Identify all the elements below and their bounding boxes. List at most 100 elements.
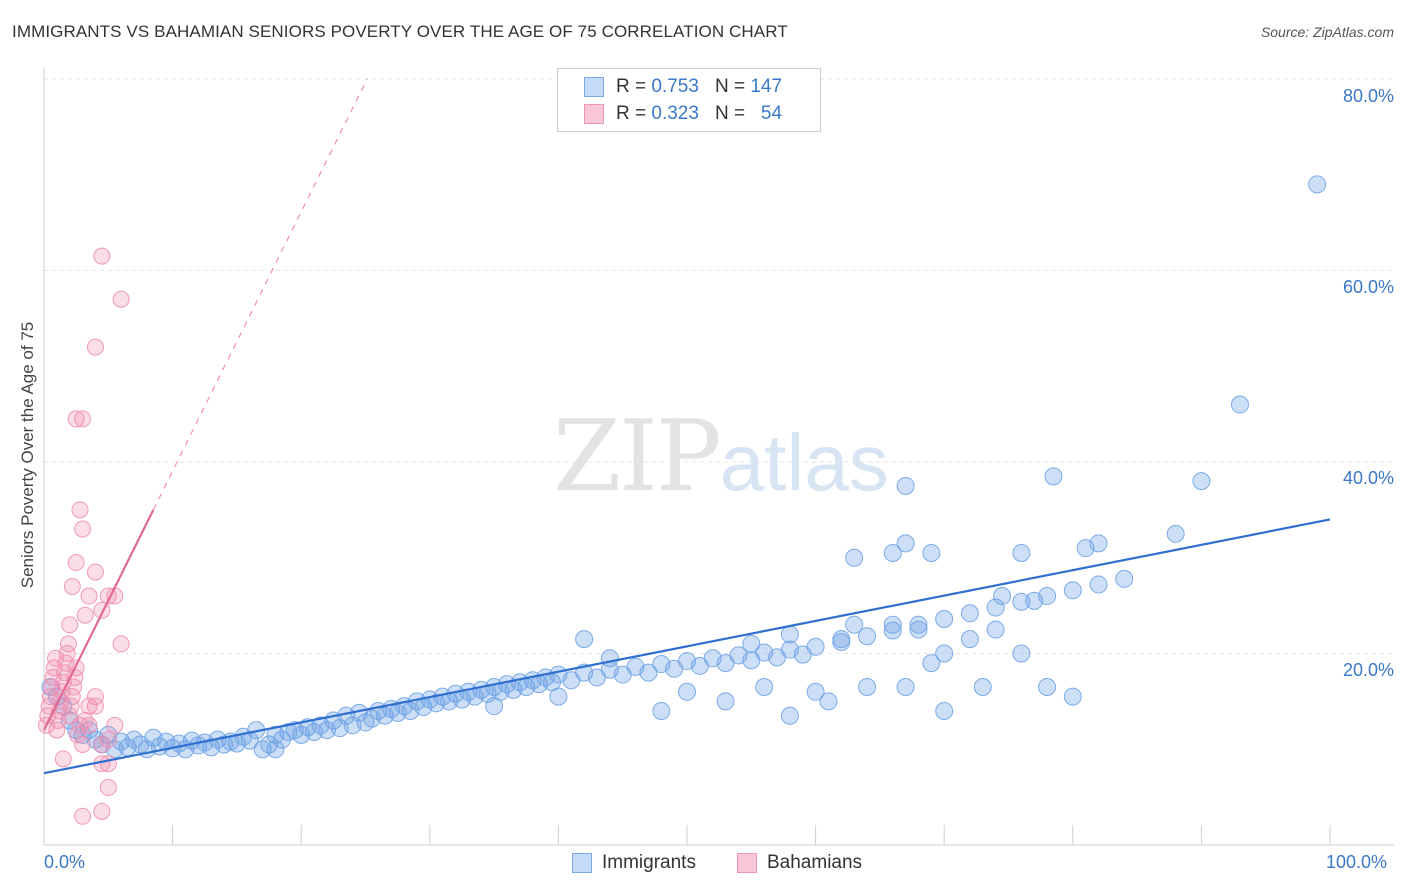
- bahamians-trend-extension: [152, 78, 368, 511]
- immigrants-point: [272, 730, 291, 749]
- y-tick-80: 80.0%: [1342, 86, 1394, 106]
- bottom-legend-label-immigrants: Immigrants: [602, 852, 696, 873]
- source-label: Source: ZipAtlas.com: [1260, 24, 1394, 40]
- immigrants-point: [845, 548, 864, 567]
- immigrants-point: [652, 701, 671, 720]
- trend-lines: [43, 509, 1331, 775]
- immigrants-point: [883, 621, 902, 640]
- correlation-legend: R = 0.753 N = 147 R = 0.323 N = 54: [557, 68, 821, 132]
- immigrants-point: [80, 721, 99, 740]
- bahamians-point: [61, 616, 79, 634]
- bahamians-point: [67, 410, 85, 428]
- y-axis-label: Seniors Poverty Over the Age of 75: [18, 321, 37, 589]
- bahamians-point: [71, 716, 89, 734]
- chart-title: IMMIGRANTS VS BAHAMIAN SENIORS POVERTY O…: [12, 22, 788, 41]
- immigrants-point: [1012, 543, 1031, 562]
- bahamians-point: [99, 755, 117, 773]
- immigrants-point: [896, 476, 915, 495]
- bottom-legend-swatch-immigrants: [572, 853, 592, 873]
- immigrants-point: [1012, 592, 1031, 611]
- immigrants-point: [909, 615, 928, 634]
- legend-row-immigrants: R = 0.753 N = 147: [584, 75, 782, 99]
- immigrants-point: [266, 740, 285, 759]
- immigrants-point: [639, 663, 658, 682]
- legend-r-label: R =: [616, 76, 647, 97]
- bahamians-point: [74, 735, 92, 753]
- legend-swatch-immigrants: [584, 77, 604, 97]
- immigrants-point: [1308, 175, 1327, 194]
- immigrants-point: [973, 678, 992, 697]
- bahamians-point: [106, 587, 124, 605]
- bahamians-point: [63, 577, 81, 595]
- immigrants-point: [858, 678, 877, 697]
- immigrants-point: [1230, 395, 1249, 414]
- bahamians-point: [99, 779, 117, 797]
- immigrants-point: [806, 637, 825, 656]
- bottom-legend-label-bahamians: Bahamians: [767, 852, 863, 873]
- immigrants-point: [600, 649, 619, 668]
- immigrants-point: [1063, 581, 1082, 600]
- immigrants-point: [1012, 644, 1031, 663]
- immigrants-point: [935, 610, 954, 629]
- bahamians-point: [80, 716, 98, 734]
- immigrants-point: [1089, 534, 1108, 553]
- immigrants-point: [742, 634, 761, 653]
- legend-r-label: R =: [616, 103, 647, 124]
- immigrants-point: [845, 615, 864, 634]
- immigrants-point: [1115, 569, 1134, 588]
- legend-row-bahamians: R = 0.323 N = 54: [584, 102, 782, 126]
- legend-n-label: N =: [714, 103, 746, 124]
- legend-n-label: N =: [714, 76, 746, 97]
- y-tick-20: 20.0%: [1342, 660, 1394, 680]
- watermark-zip: ZIP: [553, 400, 722, 514]
- immigrants-point: [485, 697, 504, 716]
- immigrants-point: [716, 692, 735, 711]
- immigrants-point: [806, 682, 825, 701]
- bahamians-point: [74, 410, 92, 428]
- grid-lines: [44, 78, 1394, 654]
- x-tick-max: 100.0%: [1326, 852, 1388, 872]
- bahamians-point: [99, 731, 117, 749]
- immigrants-point: [1192, 472, 1211, 491]
- bahamians-point: [112, 290, 130, 308]
- immigrants-point: [1166, 524, 1185, 543]
- legend-n-value: 147: [750, 76, 783, 97]
- immigrants-point: [780, 706, 799, 725]
- immigrants-point: [896, 678, 915, 697]
- immigrants-point: [935, 701, 954, 720]
- bahamians-point: [71, 501, 89, 519]
- bahamians-point: [68, 726, 86, 744]
- data-points: [38, 175, 1327, 825]
- legend-swatch-bahamians: [584, 104, 604, 124]
- y-tick-60: 60.0%: [1342, 277, 1394, 297]
- bahamians-point: [106, 716, 124, 734]
- immigrants-point: [896, 534, 915, 553]
- immigrants-point: [678, 682, 696, 701]
- y-tick-40: 40.0%: [1342, 468, 1394, 488]
- bahamians-point: [93, 247, 111, 265]
- immigrants-point: [883, 615, 902, 634]
- bahamians-point: [59, 635, 77, 653]
- bahamians-point: [86, 338, 104, 356]
- bahamians-point: [93, 802, 111, 820]
- immigrants-point: [575, 630, 594, 649]
- immigrants-point: [986, 620, 1005, 639]
- bahamians-point: [93, 601, 111, 619]
- bahamians-point: [76, 606, 94, 624]
- immigrants-point: [41, 678, 60, 697]
- bottom-legend-bahamians: Bahamians: [737, 852, 862, 874]
- immigrants-trend-line: [43, 518, 1331, 775]
- immigrants-point: [1025, 591, 1044, 610]
- bahamians-point: [86, 697, 104, 715]
- immigrants-point: [1044, 467, 1063, 486]
- legend-r-value: 0.753: [651, 76, 699, 97]
- immigrants-point: [858, 627, 877, 646]
- bahamians-point: [86, 563, 104, 581]
- immigrants-point: [986, 598, 1005, 617]
- legend-n-value: 54: [760, 103, 783, 124]
- immigrants-point: [909, 620, 928, 639]
- immigrants-point: [819, 692, 838, 711]
- immigrants-point: [883, 543, 902, 562]
- immigrants-point: [960, 630, 979, 649]
